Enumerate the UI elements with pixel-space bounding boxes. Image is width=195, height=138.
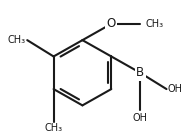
Text: CH₃: CH₃ <box>8 35 26 45</box>
Text: CH₃: CH₃ <box>145 19 163 29</box>
Text: B: B <box>136 66 144 79</box>
Text: OH: OH <box>168 84 183 94</box>
Text: OH: OH <box>133 113 148 123</box>
Text: CH₃: CH₃ <box>44 123 63 133</box>
Text: O: O <box>107 17 116 30</box>
